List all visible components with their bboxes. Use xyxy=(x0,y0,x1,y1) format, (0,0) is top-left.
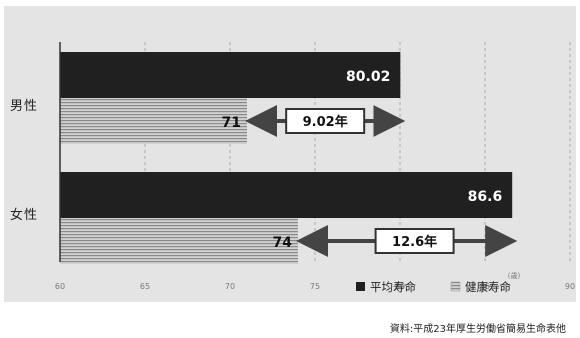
gap-label-box xyxy=(374,228,455,254)
x-tick-label: 80 xyxy=(395,282,405,291)
bar-healthy-lifespan xyxy=(60,98,247,144)
category-label: 女性 xyxy=(10,207,38,223)
bar-average-lifespan xyxy=(60,52,401,98)
x-unit-label: (歳) xyxy=(508,271,521,280)
gap-label: 9.02年 xyxy=(303,114,348,130)
legend-label-healthy-lifespan: 健康寿命 xyxy=(465,280,511,294)
legend-label-average-lifespan: 平均寿命 xyxy=(370,280,416,294)
bar-average-lifespan xyxy=(60,172,513,218)
bar-value-label: 74 xyxy=(273,235,293,251)
legend-swatch-healthy-lifespan xyxy=(450,281,461,292)
legend: 平均寿命 健康寿命 xyxy=(356,280,511,294)
x-tick-label: 70 xyxy=(225,282,235,291)
source-note: 資料:平成23年厚生労働省簡易生命表他 xyxy=(389,324,566,335)
life-expectancy-chart: 80.02 71 86.6 74 9.02年 12.6年 60 65 70 75 80 85 90 (… xyxy=(10,42,575,294)
bar-value-label: 71 xyxy=(222,115,241,131)
x-tick-label: 65 xyxy=(140,282,150,291)
x-tick-label: 75 xyxy=(310,282,320,291)
x-tick-label: 90 xyxy=(565,282,575,291)
legend-swatch-average-lifespan xyxy=(356,282,365,291)
chart-panel: 80.02 71 86.6 74 9.02年 12.6年 60 65 70 75 80 85 90 (… xyxy=(4,6,576,302)
annotations-layer: 9.02年 12.6年 xyxy=(245,105,518,257)
bar-value-label: 86.6 xyxy=(468,189,503,205)
gap-label-box xyxy=(285,108,366,134)
bar-value-label: 80.02 xyxy=(346,69,390,85)
bar-healthy-lifespan xyxy=(60,218,298,264)
x-tick-label: 60 xyxy=(55,282,65,291)
x-tick-label: 85 xyxy=(480,282,490,291)
bars-layer: 80.02 71 86.6 74 xyxy=(60,52,513,264)
category-label: 男性 xyxy=(10,99,38,114)
gap-label: 12.6年 xyxy=(392,234,437,250)
